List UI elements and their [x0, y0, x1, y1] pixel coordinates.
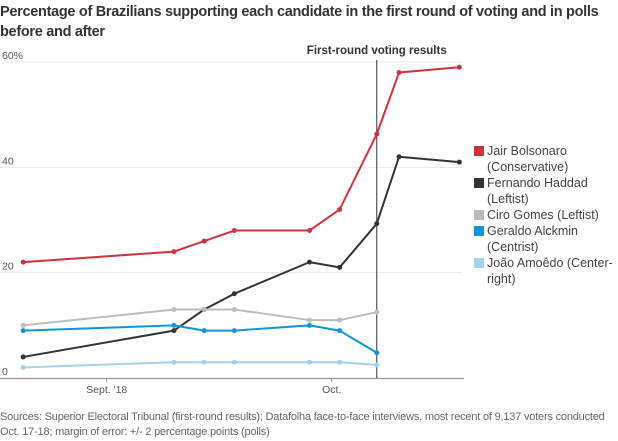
- data-point: [374, 221, 380, 227]
- data-point: [171, 322, 177, 328]
- legend-label: Jair Bolsonaro (Conservative): [487, 144, 569, 174]
- data-point: [306, 228, 312, 234]
- data-point: [231, 228, 237, 234]
- data-point: [306, 359, 312, 365]
- data-point: [201, 328, 207, 334]
- legend-label: Fernando Haddad (Leftist): [487, 176, 588, 206]
- annotation-label: First-round voting results: [307, 45, 447, 57]
- series-line: [23, 66, 460, 264]
- x-tick-label: Oct.: [322, 384, 341, 396]
- y-tick-label: 60%: [2, 50, 23, 62]
- legend-item-bolsonaro: Jair Bolsonaro (Conservative): [474, 143, 618, 175]
- series-4: [20, 359, 380, 370]
- data-point: [337, 264, 343, 270]
- data-point: [171, 307, 177, 313]
- legend: Jair Bolsonaro (Conservative) Fernando H…: [474, 143, 618, 287]
- data-point: [456, 159, 462, 165]
- y-tick-label: 20: [2, 261, 14, 273]
- data-point: [231, 291, 237, 297]
- legend-label: Geraldo Alckmin (Centrist): [487, 224, 579, 254]
- data-point: [20, 364, 26, 370]
- series-3: [20, 322, 380, 356]
- series-2: [20, 307, 380, 328]
- data-point: [374, 350, 380, 356]
- legend-item-gomes: Ciro Gomes (Leftist): [474, 207, 618, 223]
- axes: 60% 40 20 0 Sept. '18 Oct.: [0, 50, 464, 396]
- data-point: [306, 259, 312, 265]
- data-point: [306, 317, 312, 323]
- data-point: [231, 307, 237, 313]
- data-point: [306, 322, 312, 328]
- data-point: [20, 259, 26, 265]
- gridlines: [0, 61, 462, 274]
- legend-swatch: [474, 178, 484, 188]
- data-point: [374, 309, 380, 315]
- legend-swatch: [474, 210, 484, 220]
- data-point: [171, 328, 177, 334]
- data-point: [201, 307, 207, 313]
- data-point: [20, 322, 26, 328]
- data-point: [20, 354, 26, 360]
- legend-swatch: [474, 146, 484, 156]
- data-point: [231, 328, 237, 334]
- data-point: [171, 249, 177, 255]
- legend-swatch: [474, 226, 484, 236]
- data-point: [374, 362, 380, 368]
- data-point: [456, 64, 462, 70]
- y-tick-label: 40: [2, 155, 14, 167]
- legend-label: Ciro Gomes (Leftist): [487, 208, 599, 222]
- data-point: [396, 154, 402, 160]
- y-tick-label: 0: [2, 366, 8, 378]
- legend-label: João Amoêdo (Center-right): [487, 256, 613, 286]
- chart-title: Percentage of Brazilians supporting each…: [0, 4, 599, 40]
- annotation: First-round voting results: [307, 45, 447, 378]
- legend-item-haddad: Fernando Haddad (Leftist): [474, 175, 618, 207]
- data-point: [374, 131, 380, 137]
- source-note: Sources: Superior Electoral Tribunal (fi…: [0, 411, 605, 438]
- series-line: [23, 361, 377, 369]
- legend-item-alckmin: Geraldo Alckmin (Centrist): [474, 223, 618, 255]
- series-lines: [20, 64, 462, 370]
- data-point: [20, 328, 26, 334]
- x-tick-label: Sept. '18: [86, 384, 127, 396]
- legend-item-amoedo: João Amoêdo (Center-right): [474, 255, 618, 287]
- data-point: [337, 206, 343, 212]
- data-point: [337, 317, 343, 323]
- series-0: [20, 64, 462, 265]
- data-point: [337, 328, 343, 334]
- data-point: [396, 70, 402, 76]
- data-point: [201, 238, 207, 244]
- data-point: [201, 359, 207, 365]
- data-point: [231, 359, 237, 365]
- data-point: [171, 359, 177, 365]
- legend-swatch: [474, 258, 484, 268]
- data-point: [337, 359, 343, 365]
